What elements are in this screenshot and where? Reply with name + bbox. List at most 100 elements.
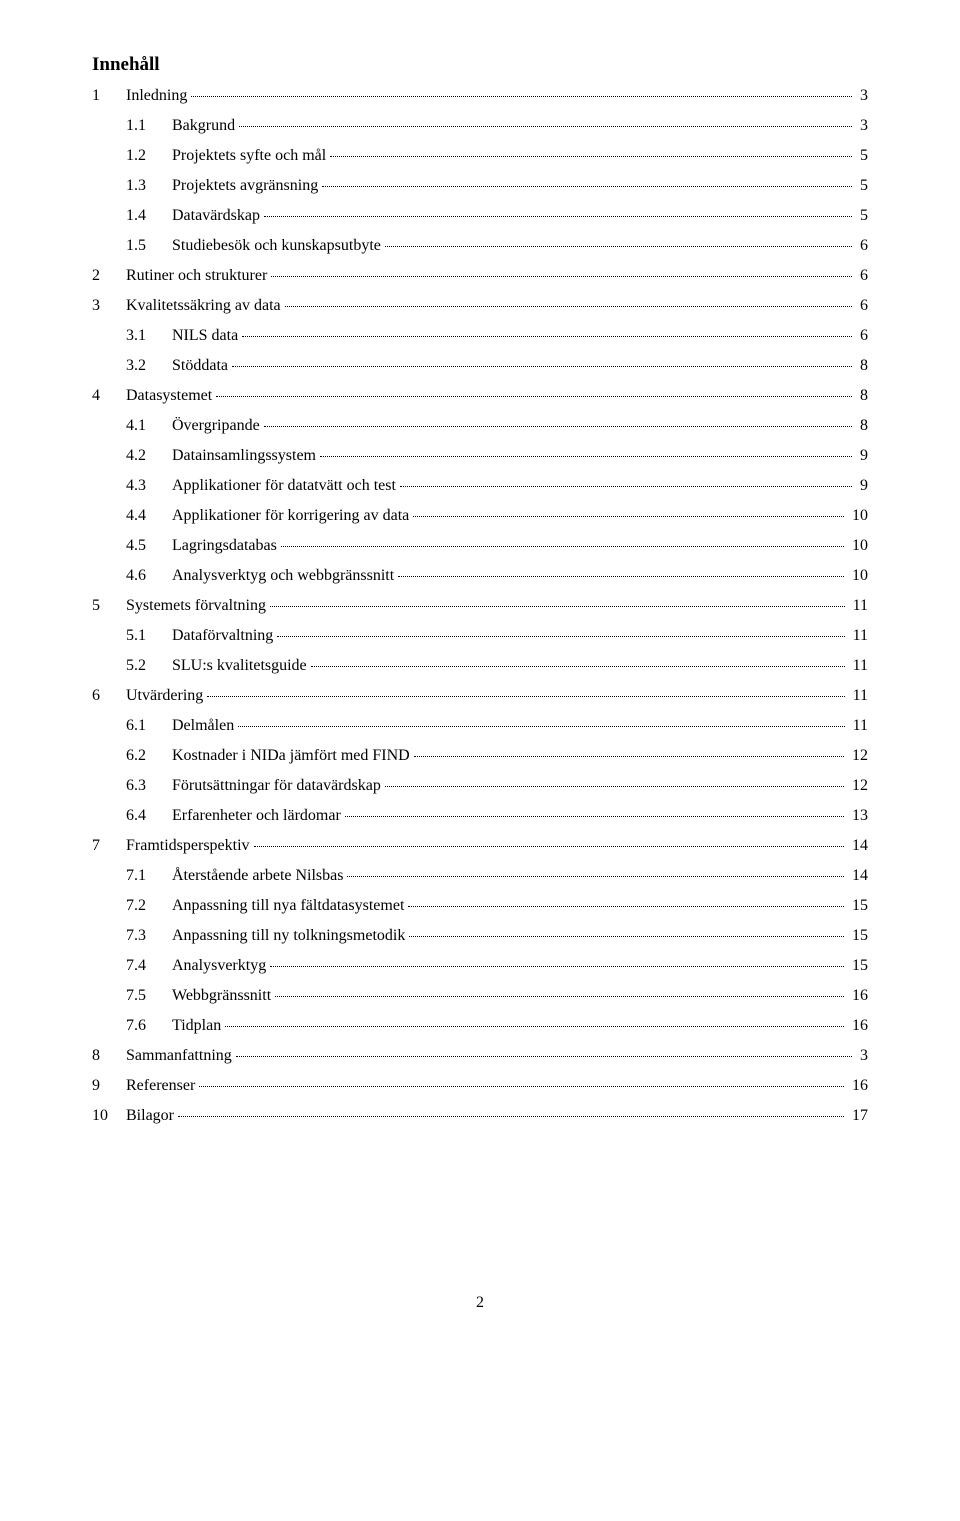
toc-entry: 10Bilagor17	[92, 1108, 868, 1124]
toc-entry: 1.4Datavärdskap5	[92, 208, 868, 224]
toc-entry-label: Erfarenheter och lärdomar	[172, 808, 341, 824]
toc-entry: 7.5Webbgränssnitt16	[92, 988, 868, 1004]
toc-leader	[413, 516, 844, 517]
toc-leader	[238, 726, 844, 727]
toc-entry-page: 16	[848, 1078, 868, 1094]
toc-entry-page: 3	[856, 1048, 868, 1064]
toc-entry-number: 6.2	[126, 748, 172, 764]
toc-entry-number: 6.4	[126, 808, 172, 824]
toc-entry: 4.3Applikationer för datatvätt och test9	[92, 478, 868, 494]
toc-entry-label: Stöddata	[172, 358, 228, 374]
toc-entry: 2Rutiner och strukturer6	[92, 268, 868, 284]
toc-entry-number: 1.5	[126, 238, 172, 254]
toc-entry: 7.1Återstående arbete Nilsbas14	[92, 868, 868, 884]
toc-entry-label: Återstående arbete Nilsbas	[172, 868, 343, 884]
toc-entry-label: Framtidsperspektiv	[126, 838, 250, 854]
toc-leader	[409, 936, 844, 937]
toc-entry-page: 11	[849, 688, 868, 704]
toc-entry-page: 5	[856, 178, 868, 194]
toc-entry-page: 8	[856, 388, 868, 404]
toc-entry: 3Kvalitetssäkring av data 6	[92, 298, 868, 314]
toc-entry-page: 8	[856, 418, 868, 434]
toc-entry-page: 11	[849, 598, 868, 614]
toc-entry-label: Bakgrund	[172, 118, 235, 134]
toc-entry-label: Projektets avgränsning	[172, 178, 318, 194]
toc-leader	[408, 906, 844, 907]
toc-leader	[285, 306, 852, 307]
toc-entry-number: 8	[92, 1048, 126, 1064]
toc-entry: 6.2Kostnader i NIDa jämfört med FIND12	[92, 748, 868, 764]
toc-entry: 3.2Stöddata8	[92, 358, 868, 374]
toc-entry-label: Analysverktyg	[172, 958, 266, 974]
toc-entry: 7.4Analysverktyg15	[92, 958, 868, 974]
toc-entry-number: 2	[92, 268, 126, 284]
toc-leader	[207, 696, 844, 697]
toc-entry-label: NILS data	[172, 328, 238, 344]
toc-entry-page: 14	[848, 868, 868, 884]
toc-entry-number: 7.2	[126, 898, 172, 914]
toc-entry: 6.4Erfarenheter och lärdomar13	[92, 808, 868, 824]
toc-leader	[178, 1116, 844, 1117]
toc-entry-number: 5.1	[126, 628, 172, 644]
toc-title: Innehåll	[92, 54, 868, 76]
toc-entry-number: 4.4	[126, 508, 172, 524]
toc-entry-number: 1.2	[126, 148, 172, 164]
toc-entry-label: Applikationer för korrigering av data	[172, 508, 409, 524]
toc-entry-page: 5	[856, 208, 868, 224]
toc-entry: 4.2Datainsamlingssystem9	[92, 448, 868, 464]
toc-entry-number: 1.1	[126, 118, 172, 134]
toc-entry-label: Systemets förvaltning	[126, 598, 266, 614]
toc-leader	[320, 456, 852, 457]
toc-entry: 1.1Bakgrund 3	[92, 118, 868, 134]
toc-entry-page: 16	[848, 1018, 868, 1034]
toc-leader	[271, 276, 852, 277]
toc-container: 1Inledning31.1Bakgrund31.2Projektets syf…	[92, 88, 868, 1124]
toc-leader	[347, 876, 844, 877]
toc-entry-number: 6	[92, 688, 126, 704]
toc-entry-label: Kvalitetssäkring av data	[126, 298, 281, 314]
toc-entry-label: Analysverktyg och webbgränssnitt	[172, 568, 394, 584]
toc-entry-page: 6	[856, 298, 868, 314]
toc-entry-page: 6	[856, 328, 868, 344]
toc-leader	[242, 336, 852, 337]
toc-entry-number: 4	[92, 388, 126, 404]
toc-entry-page: 15	[848, 928, 868, 944]
toc-entry-number: 1.4	[126, 208, 172, 224]
toc-entry-label: Datasystemet	[126, 388, 212, 404]
toc-leader	[270, 966, 844, 967]
toc-leader	[236, 1056, 852, 1057]
toc-leader	[264, 216, 852, 217]
toc-entry: 4Datasystemet 8	[92, 388, 868, 404]
toc-entry-number: 1.3	[126, 178, 172, 194]
toc-entry-number: 3.2	[126, 358, 172, 374]
toc-leader	[232, 366, 852, 367]
toc-leader	[270, 606, 845, 607]
toc-entry-label: Delmålen	[172, 718, 234, 734]
toc-leader	[264, 426, 852, 427]
toc-entry-page: 15	[848, 958, 868, 974]
toc-entry-label: Anpassning till nya fältdatasystemet	[172, 898, 404, 914]
toc-entry: 7.2Anpassning till nya fältdatasystemet 1…	[92, 898, 868, 914]
toc-entry: 4.1Övergripande8	[92, 418, 868, 434]
toc-entry-label: Webbgränssnitt	[172, 988, 271, 1004]
toc-entry: 8Sammanfattning3	[92, 1048, 868, 1064]
toc-leader	[239, 126, 852, 127]
toc-entry-page: 9	[856, 448, 868, 464]
toc-entry-page: 3	[856, 118, 868, 134]
toc-entry-label: Övergripande	[172, 418, 260, 434]
toc-leader	[191, 96, 852, 97]
toc-leader	[254, 846, 844, 847]
toc-entry-number: 3	[92, 298, 126, 314]
toc-entry-label: Projektets syfte och mål	[172, 148, 326, 164]
toc-entry: 1.3Projektets avgränsning 5	[92, 178, 868, 194]
toc-entry-page: 15	[848, 898, 868, 914]
toc-leader	[330, 156, 852, 157]
toc-entry: 1.5Studiebesök och kunskapsutbyte6	[92, 238, 868, 254]
toc-entry-label: SLU:s kvalitetsguide	[172, 658, 307, 674]
toc-entry-page: 3	[856, 88, 868, 104]
toc-entry-page: 6	[856, 238, 868, 254]
toc-entry: 5Systemets förvaltning11	[92, 598, 868, 614]
toc-entry: 4.6Analysverktyg och webbgränssnitt10	[92, 568, 868, 584]
toc-entry-label: Datainsamlingssystem	[172, 448, 316, 464]
toc-entry-page: 11	[849, 658, 868, 674]
